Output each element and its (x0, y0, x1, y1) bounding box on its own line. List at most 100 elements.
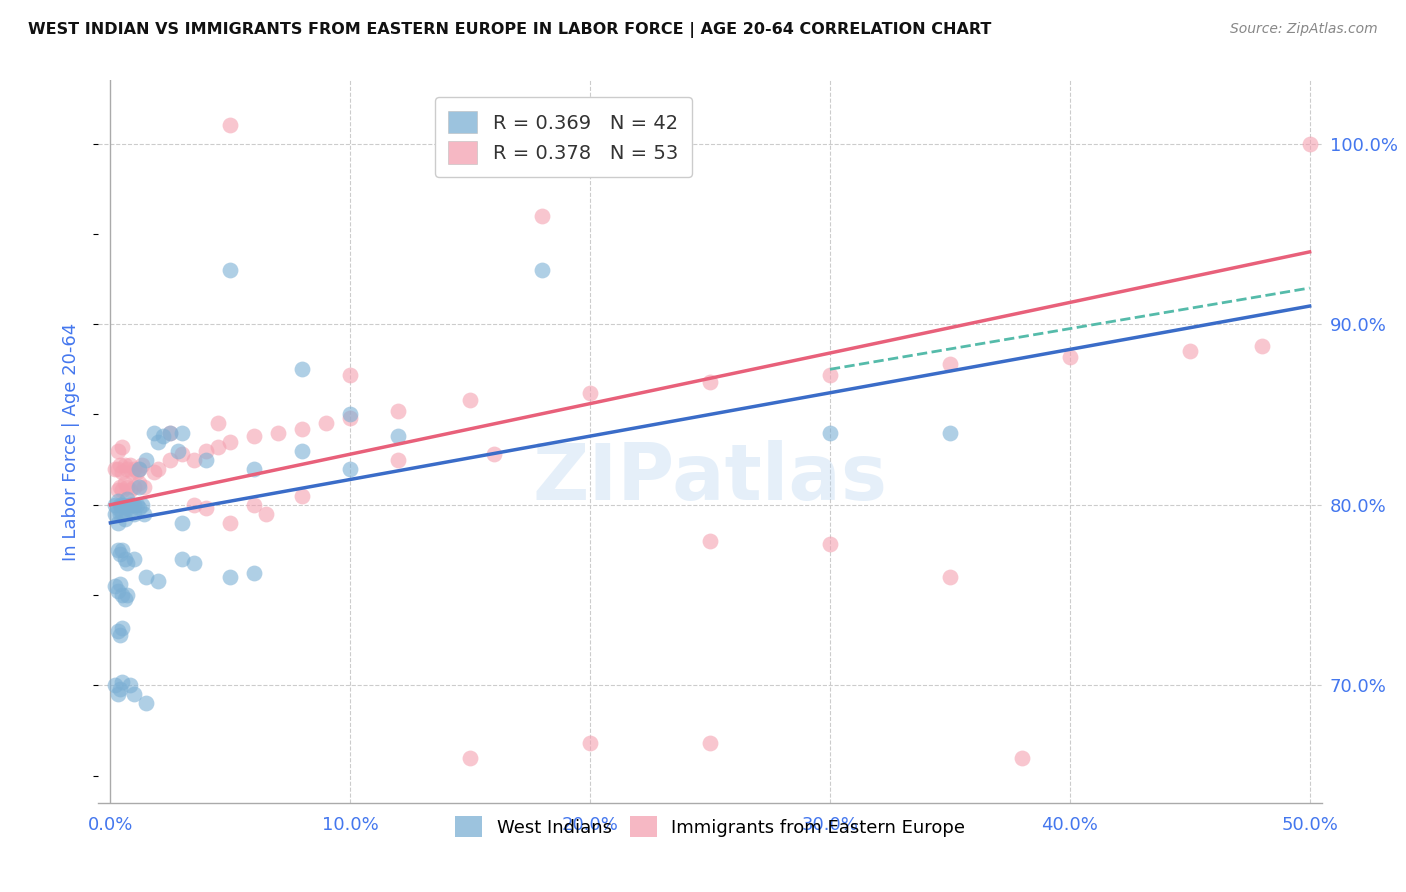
Point (148, 461, 170, 475)
Point (107, 494, 129, 508)
Point (107, 443, 129, 458)
Point (114, 498, 136, 512)
Point (183, 556, 205, 570)
Text: WEST INDIAN VS IMMIGRANTS FROM EASTERN EUROPE IN LABOR FORCE | AGE 20-64 CORRELA: WEST INDIAN VS IMMIGRANTS FROM EASTERN E… (28, 22, 991, 38)
Point (121, 465, 143, 479)
Point (243, 498, 266, 512)
Point (108, 547, 131, 561)
Point (131, 498, 153, 512)
Point (128, 501, 150, 516)
Point (219, 263, 242, 277)
Point (108, 577, 131, 591)
Point (458, 392, 481, 407)
Point (125, 465, 148, 479)
Point (107, 542, 129, 557)
Point (939, 357, 962, 371)
Point (107, 687, 129, 701)
Point (128, 461, 150, 475)
Text: ZIPatlas: ZIPatlas (533, 440, 887, 516)
Point (111, 440, 134, 454)
Point (108, 628, 131, 642)
Point (107, 483, 129, 498)
Point (339, 408, 361, 422)
Point (124, 552, 146, 566)
Point (1250, 339, 1272, 353)
Point (107, 461, 129, 475)
Point (135, 697, 157, 711)
Point (172, 425, 194, 440)
Point (159, 425, 181, 440)
Text: Source: ZipAtlas.com: Source: ZipAtlas.com (1230, 22, 1378, 37)
Point (104, 579, 127, 593)
Point (121, 498, 143, 512)
Point (104, 498, 127, 512)
Point (107, 516, 129, 530)
Point (115, 501, 138, 516)
Point (172, 447, 194, 461)
Point (195, 452, 218, 467)
Point (579, 385, 602, 400)
Point (135, 452, 157, 467)
Point (243, 566, 266, 581)
Point (108, 498, 131, 512)
Point (108, 681, 131, 696)
Point (818, 425, 841, 440)
Point (254, 507, 277, 521)
Point (111, 674, 134, 689)
Point (111, 507, 134, 521)
Point (104, 678, 127, 692)
Point (118, 678, 141, 692)
Y-axis label: In Labor Force | Age 20-64: In Labor Force | Age 20-64 (62, 322, 80, 561)
Point (387, 429, 409, 443)
Point (482, 447, 505, 461)
Point (939, 425, 962, 440)
Point (111, 483, 134, 498)
Point (128, 480, 150, 494)
Point (339, 411, 361, 425)
Legend: West Indians, Immigrants from Eastern Europe: West Indians, Immigrants from Eastern Eu… (447, 809, 973, 845)
Point (166, 443, 188, 458)
Point (267, 425, 290, 440)
Point (124, 507, 146, 521)
Point (107, 584, 129, 599)
Point (142, 425, 165, 440)
Point (135, 570, 157, 584)
Point (111, 465, 134, 479)
Point (148, 434, 170, 449)
Point (531, 263, 554, 277)
Point (108, 480, 131, 494)
Point (125, 498, 148, 512)
Point (291, 422, 314, 436)
Point (339, 461, 361, 475)
Point (132, 507, 155, 521)
Point (339, 368, 361, 382)
Point (118, 503, 141, 517)
Point (291, 489, 314, 503)
Point (207, 440, 229, 454)
Point (111, 542, 134, 557)
Point (118, 483, 141, 498)
Point (291, 362, 314, 376)
Point (115, 461, 138, 475)
Point (1178, 344, 1201, 359)
Point (115, 588, 138, 602)
Point (219, 434, 242, 449)
Point (699, 736, 721, 750)
Point (939, 570, 962, 584)
Point (115, 556, 138, 570)
Point (1298, 136, 1320, 151)
Point (458, 750, 481, 764)
Point (207, 417, 229, 431)
Point (128, 461, 150, 475)
Point (114, 591, 136, 606)
Point (114, 552, 136, 566)
Point (142, 465, 165, 479)
Point (531, 209, 554, 223)
Point (1059, 350, 1081, 364)
Point (818, 368, 841, 382)
Point (243, 461, 266, 475)
Point (114, 512, 136, 526)
Point (219, 516, 242, 530)
Point (183, 498, 205, 512)
Point (699, 375, 721, 389)
